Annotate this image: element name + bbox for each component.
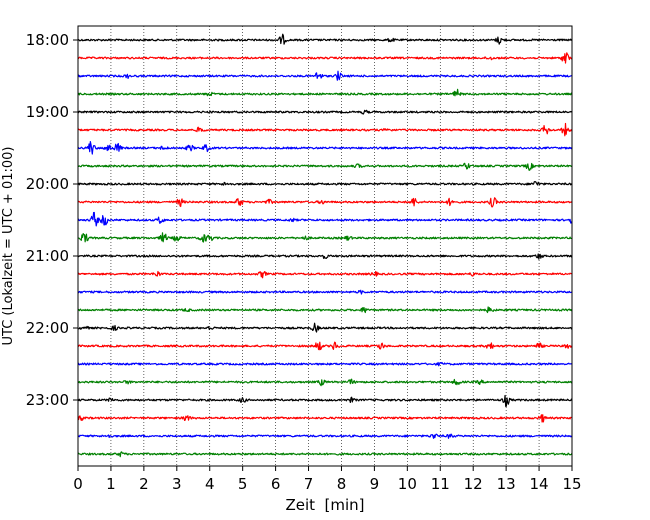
y-axis-label: UTC (Lokalzeit = UTC + 01:00) <box>1 147 16 346</box>
y-tick-label: 19:00 <box>26 103 69 121</box>
y-tick-label: 21:00 <box>26 247 69 265</box>
trace-2200 <box>77 322 573 333</box>
trace-2000 <box>77 180 573 186</box>
x-tick-label: 4 <box>205 475 215 493</box>
x-tick-label: 8 <box>337 475 347 493</box>
trace-2245 <box>77 378 573 387</box>
x-tick-label: 14 <box>530 475 549 493</box>
x-tick-label: 11 <box>431 475 450 493</box>
seismogram-traces <box>77 33 573 458</box>
trace-1815 <box>77 52 573 64</box>
trace-2145 <box>77 306 573 314</box>
trace-2030 <box>77 211 573 227</box>
x-tick-label: 5 <box>238 475 248 493</box>
trace-2315 <box>77 414 573 423</box>
x-tick-label: 2 <box>139 475 149 493</box>
x-tick-label: 10 <box>398 475 417 493</box>
x-tick-label: 1 <box>106 475 116 493</box>
trace-2115 <box>77 270 573 279</box>
trace-2230 <box>77 361 573 367</box>
x-tick-label: 13 <box>497 475 516 493</box>
x-tick-label: 12 <box>464 475 483 493</box>
x-tick-label: 3 <box>172 475 182 493</box>
trace-2330 <box>77 433 573 439</box>
trace-2100 <box>77 253 573 260</box>
trace-2045 <box>77 232 573 243</box>
trace-1900 <box>77 109 573 115</box>
x-tick-label: 0 <box>73 475 83 493</box>
x-tick-label: 15 <box>562 475 581 493</box>
trace-1930 <box>77 140 573 155</box>
trace-1800 <box>77 33 573 45</box>
trace-1845 <box>77 88 573 97</box>
trace-2345 <box>77 451 573 458</box>
x-axis-label: Zeit [min] <box>285 496 364 514</box>
trace-1945 <box>77 162 573 171</box>
trace-2015 <box>77 197 573 208</box>
x-tick-label: 6 <box>271 475 281 493</box>
trace-2300 <box>77 394 573 407</box>
y-tick-label: 22:00 <box>26 319 69 337</box>
trace-1915 <box>77 122 573 137</box>
x-gridlines <box>110 26 540 466</box>
plot-frame <box>77 25 573 467</box>
y-tick-label: 23:00 <box>26 391 69 409</box>
trace-2130 <box>77 289 573 295</box>
trace-1830 <box>77 70 573 81</box>
trace-2215 <box>77 341 573 351</box>
x-tick-label: 7 <box>304 475 314 493</box>
y-tick-label: 20:00 <box>26 175 69 193</box>
x-axis: 0 1 2 3 4 5 6 7 8 9 10 11 12 13 14 15 <box>73 466 582 493</box>
y-tick-label: 18:00 <box>26 31 69 49</box>
x-tick-label: 9 <box>370 475 380 493</box>
y-axis: 18:00 19:00 20:00 21:00 22:00 23:00 <box>26 31 78 409</box>
